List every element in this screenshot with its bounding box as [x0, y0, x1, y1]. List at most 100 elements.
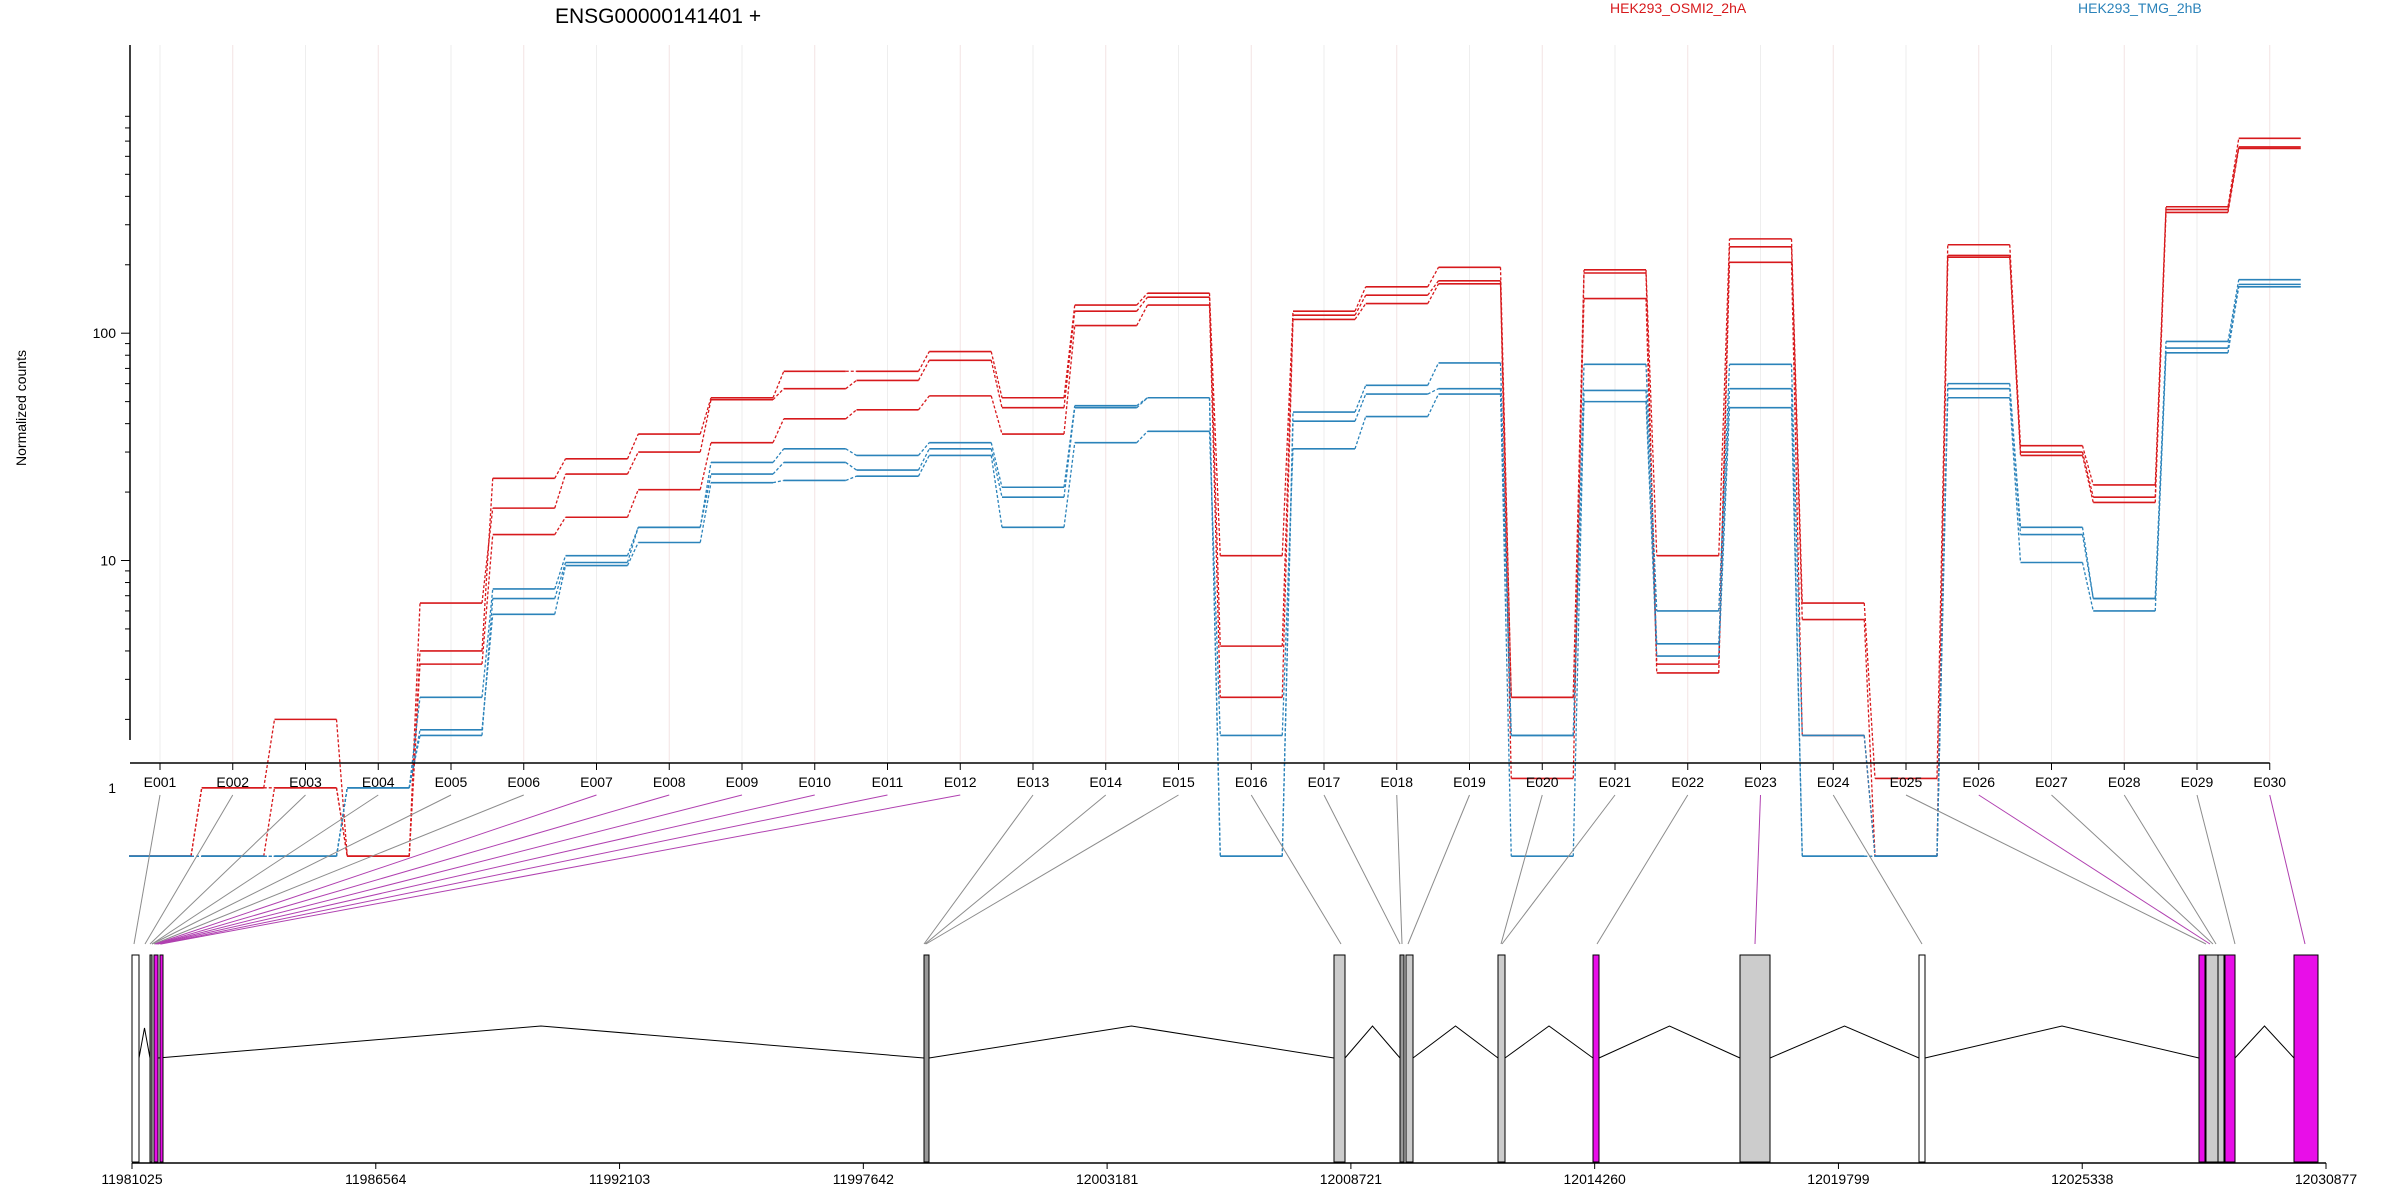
series-5-connector	[917, 455, 930, 477]
x-tick-label: E028	[2108, 774, 2141, 790]
series-5-connector	[1427, 393, 1440, 417]
exon-connector	[153, 794, 524, 945]
exon-connector	[149, 794, 306, 945]
series-1-connector	[1354, 294, 1367, 316]
exon-connector	[155, 794, 670, 945]
series-2-connector	[1718, 262, 1731, 673]
genomic-tick-label: 11992103	[589, 1171, 650, 1187]
series-5-connector	[335, 787, 348, 857]
series-3-connector	[990, 442, 1003, 488]
x-tick-label: E023	[1744, 774, 1777, 790]
series-2-connector	[990, 395, 1003, 435]
genomic-tick-label: 11986564	[345, 1171, 406, 1187]
x-tick-label: E024	[1817, 774, 1850, 790]
series-2-connector	[917, 395, 930, 411]
exon-connector	[1501, 794, 1616, 945]
exon-block	[153, 954, 159, 1163]
series-2-connector	[1499, 283, 1512, 698]
series-1-connector	[554, 473, 567, 509]
legend-label-osmi2: HEK293_OSMI2_2hA	[1610, 0, 1747, 16]
series-3-connector	[1063, 405, 1076, 488]
series-0-connector	[2154, 206, 2167, 485]
series-4-connector	[554, 562, 567, 599]
series-2-connector	[2009, 257, 2022, 456]
series-1-connector	[2154, 209, 2167, 498]
series-4-connector	[699, 473, 712, 528]
exon-connector	[2051, 794, 2214, 945]
series-3-connector	[1790, 364, 1803, 736]
exon-block	[1592, 954, 1600, 1163]
exon-block	[2293, 954, 2319, 1163]
exon-block	[159, 954, 164, 1163]
x-tick-label: E010	[798, 774, 831, 790]
series-2-connector	[845, 409, 857, 420]
legend-label-tmg: HEK293_TMG_2hB	[2078, 0, 2202, 16]
x-tick-label: E005	[435, 774, 468, 790]
series-3-connector	[408, 697, 421, 788]
series-2-connector	[408, 664, 421, 857]
series-4-connector	[845, 461, 857, 471]
series-0-connector	[2227, 138, 2240, 207]
series-0-connector	[1136, 292, 1148, 306]
series-4-connector	[917, 448, 930, 471]
x-tick-label: E030	[2253, 774, 2286, 790]
x-tick-label: E017	[1308, 774, 1341, 790]
series-4-connector	[1427, 388, 1439, 395]
exon-connector-lines	[133, 794, 2306, 945]
genomic-tick-label: 12003181	[1076, 1171, 1139, 1187]
exon-connector	[1407, 794, 1470, 945]
intron-line	[1412, 1025, 1499, 1059]
series-4-connector	[772, 462, 785, 475]
series-4-connector	[626, 527, 639, 563]
series-5-connector	[626, 542, 639, 566]
series-0-connector	[626, 433, 639, 460]
x-tick-label: E029	[2181, 774, 2214, 790]
x-tick-label: E009	[726, 774, 759, 790]
series-2-connector	[1281, 319, 1294, 698]
intron-line	[2234, 1025, 2295, 1059]
genomic-tick-label: 11997642	[833, 1171, 894, 1187]
series-5-connector	[481, 614, 494, 730]
x-tick-label: E004	[362, 774, 395, 790]
series-4-connector	[1136, 397, 1148, 409]
series-0-connector	[990, 351, 1003, 398]
exon-block	[2217, 954, 2225, 1163]
exon-connector	[2269, 794, 2306, 945]
chart-title: ENSG00000141401 +	[555, 5, 761, 28]
series-2-connector	[626, 489, 639, 518]
exon-block	[1399, 954, 1405, 1163]
y-tick-label: 10	[100, 553, 116, 569]
series-5-connector	[1208, 431, 1221, 736]
exon-connector	[1596, 794, 1689, 945]
series-2-connector	[335, 787, 348, 857]
series-1-connector	[626, 451, 639, 475]
exon-block	[2205, 954, 2219, 1163]
series-1-connector	[699, 399, 712, 453]
exon-connector	[1323, 794, 1401, 945]
x-tick-label: E027	[2035, 774, 2068, 790]
series-4-connector	[1063, 407, 1076, 498]
exon-connector	[159, 794, 888, 945]
series-1-connector	[408, 602, 421, 857]
x-tick-label: E012	[944, 774, 977, 790]
series-1-connector	[990, 360, 1003, 408]
genomic-tick-label: 12030877	[2295, 1171, 2358, 1187]
series-1-connector	[263, 719, 276, 788]
series-2-connector	[1136, 304, 1149, 326]
exon-connector	[144, 794, 234, 945]
series-2-connector	[481, 534, 494, 665]
series-3-connector	[772, 448, 785, 463]
x-tick-label: E019	[1453, 774, 1486, 790]
exon-connector	[2196, 794, 2236, 945]
x-tick-label: E011	[872, 774, 904, 790]
x-tick-label: E022	[1671, 774, 1704, 790]
series-2-connector	[1354, 303, 1367, 320]
x-tick-label: E001	[144, 774, 177, 790]
series-5-connector	[2227, 286, 2240, 353]
exon-block	[2224, 954, 2236, 1163]
series-5-connector	[699, 482, 712, 543]
intron-line	[928, 1025, 1335, 1059]
series-4-connector	[2081, 534, 2094, 599]
genomic-tick-label: 12014260	[1564, 1171, 1627, 1187]
genomic-tick-label: 11981025	[101, 1171, 162, 1187]
